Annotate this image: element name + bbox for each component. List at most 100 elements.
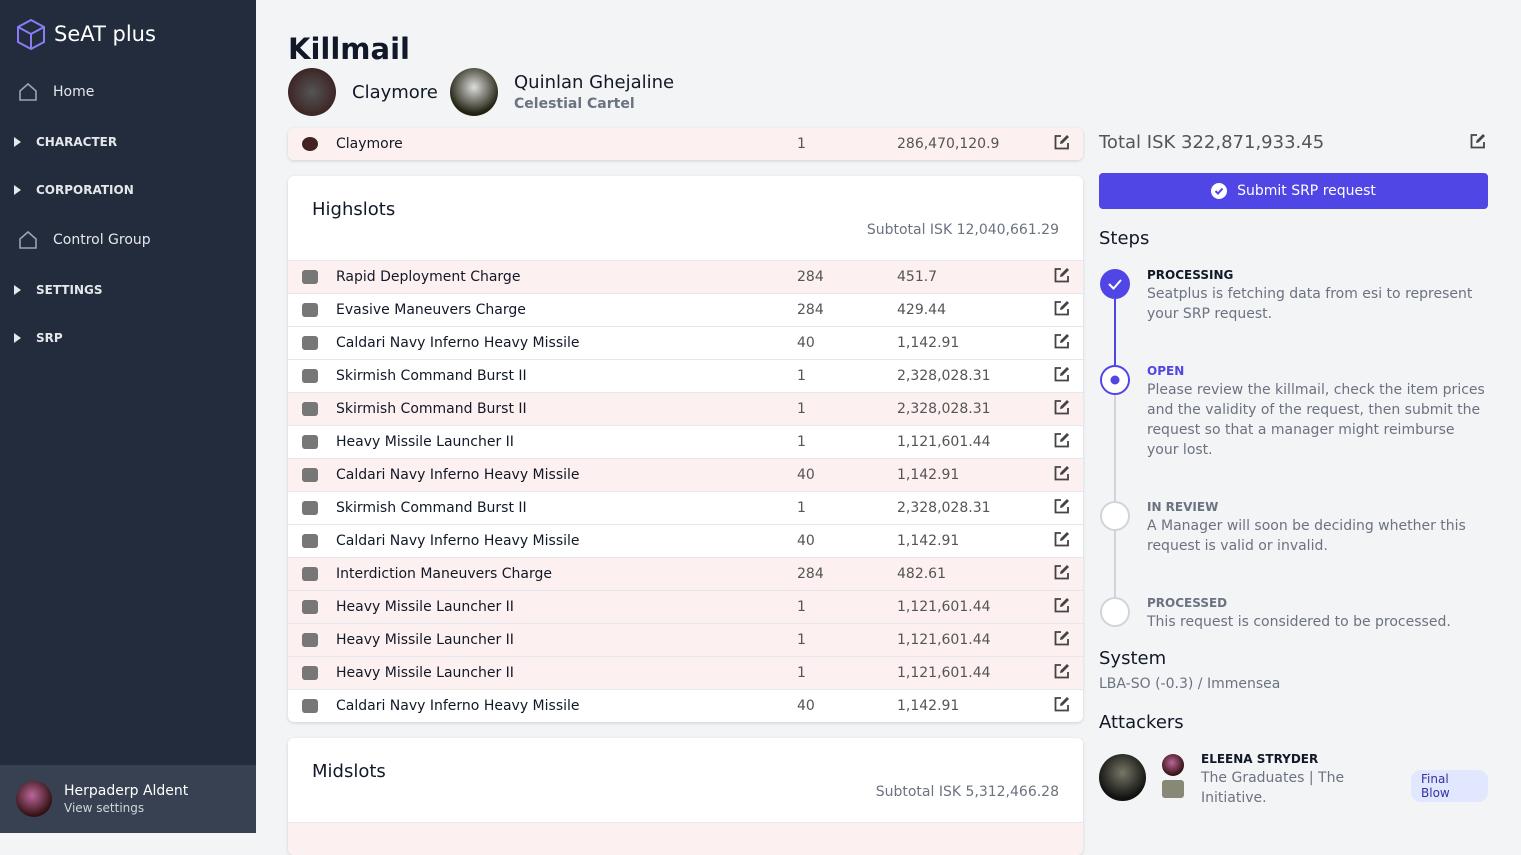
user-name: Herpaderp Aldent <box>64 783 189 799</box>
nav-item[interactable]: Control Group <box>17 230 273 250</box>
victim-name: Quinlan Ghejaline <box>514 72 675 93</box>
edit-button[interactable] <box>1053 300 1070 321</box>
item-value: 1,121,601.44 <box>897 434 991 450</box>
submit-button[interactable]: Submit SRP request <box>1099 173 1488 209</box>
edit-button[interactable] <box>1053 333 1070 354</box>
item-name: Rapid Deployment Charge <box>336 269 521 285</box>
item-value: 1,121,601.44 <box>897 665 991 681</box>
edit-button[interactable] <box>1053 663 1070 684</box>
item-value: 1,142.91 <box>897 335 960 351</box>
item-quantity: 1 <box>797 368 806 384</box>
item-row: Caldari Navy Inferno Heavy Missile 40 1,14… <box>288 458 1083 491</box>
item-quantity: 40 <box>797 467 815 483</box>
item-name: Skirmish Command Burst II <box>336 500 527 516</box>
step-title: PROCESSING <box>1147 268 1234 282</box>
nav-item[interactable]: SETTINGS <box>14 280 270 300</box>
step-title: IN REVIEW <box>1147 500 1219 514</box>
item-value: 482.61 <box>897 566 946 582</box>
nav-label: CHARACTER <box>36 135 118 149</box>
item-icon <box>302 468 318 482</box>
edit-button[interactable] <box>1053 630 1070 651</box>
victim-corporation: Celestial Cartel <box>514 96 635 112</box>
item-icon <box>302 369 318 383</box>
section-header: Midslots Subtotal ISK 5,312,466.28 <box>288 738 1083 822</box>
edit-button[interactable] <box>1053 564 1070 585</box>
edit-button[interactable] <box>1053 597 1070 618</box>
edit-icon <box>1054 134 1069 149</box>
item-row: Skirmish Command Burst II 1 2,328,028.31 <box>288 491 1083 524</box>
step-description: Please review the killmail, check the it… <box>1147 382 1485 458</box>
nav-item[interactable]: CHARACTER <box>14 132 270 152</box>
item-quantity: 1 <box>797 401 806 417</box>
attacker-ship-icon <box>1162 780 1184 798</box>
user-action: View settings <box>64 801 145 815</box>
step: OPEN Please review the killmail, check th… <box>1147 364 1487 460</box>
edit-button[interactable] <box>1053 696 1070 717</box>
edit-icon <box>1054 300 1069 315</box>
item-icon <box>302 137 318 151</box>
item-value: 2,328,028.31 <box>897 500 991 516</box>
steps-track <box>1100 269 1130 627</box>
page-title: Killmail <box>288 32 410 66</box>
item-icon <box>302 600 318 614</box>
item-quantity: 1 <box>797 599 806 615</box>
brand-name: SeAT plus <box>54 22 156 46</box>
edit-icon <box>1054 531 1069 546</box>
attacker-portrait <box>1099 754 1146 801</box>
item-name: Caldari Navy Inferno Heavy Missile <box>336 467 580 483</box>
step-description: Seatplus is fetching data from esi to re… <box>1147 286 1473 322</box>
nav-item[interactable]: CORPORATION <box>14 180 270 200</box>
edit-button[interactable] <box>1053 399 1070 420</box>
caret <box>14 137 21 147</box>
item-icon <box>302 336 318 350</box>
edit-icon <box>1054 267 1069 282</box>
system: LBA-SO (-0.3) / Immensea <box>1099 676 1281 692</box>
slot-section: Highslots Subtotal ISK 12,040,661.29 Rap… <box>288 176 1083 722</box>
item-name: Caldari Navy Inferno Heavy Missile <box>336 335 580 351</box>
item-value: 2,328,028.31 <box>897 368 991 384</box>
submit-label: Submit SRP request <box>1237 183 1376 199</box>
nav-item[interactable]: Home <box>17 82 273 102</box>
step-title: PROCESSED <box>1147 596 1228 610</box>
item-row: Heavy Missile Launcher II 1 1,121,601.44 <box>288 425 1083 458</box>
edit-button[interactable] <box>1053 432 1070 453</box>
edit-button[interactable] <box>1053 366 1070 387</box>
item-row: Skirmish Command Burst II 1 2,328,028.31 <box>288 392 1083 425</box>
nav-icon <box>19 230 37 249</box>
item-value: 1,121,601.44 <box>897 599 991 615</box>
item-row: Caldari Navy Inferno Heavy Missile 40 1,14… <box>288 326 1083 359</box>
item-row: Caldari Navy Inferno Heavy Missile 40 1,14… <box>288 524 1083 557</box>
ship-row: Claymore 1 286,470,120.9 <box>288 128 1083 160</box>
attacker-affiliation: The Graduates | The Initiative. <box>1201 770 1345 806</box>
nav-label: Home <box>53 84 95 100</box>
section-title: Midslots <box>312 761 386 782</box>
edit-button[interactable] <box>1053 531 1070 552</box>
main: Killmail Claymore Quinlan Ghejaline Cele… <box>256 0 1521 855</box>
system-heading: System <box>1099 648 1167 669</box>
edit-button[interactable] <box>1053 498 1070 519</box>
item-value: 286,470,120.9 <box>897 136 1000 152</box>
edit-icon <box>1054 399 1069 414</box>
step: PROCESSING Seatplus is fetching data from… <box>1147 268 1487 324</box>
item-value: 1,142.91 <box>897 698 960 714</box>
edit-icon <box>1054 432 1069 447</box>
item-icon <box>302 501 318 515</box>
item-name: Skirmish Command Burst II <box>336 368 527 384</box>
edit-icon <box>1054 333 1069 348</box>
edit-button[interactable] <box>1053 134 1070 155</box>
caret <box>14 185 21 195</box>
item-row: Rapid Deployment Charge 284 451.7 <box>288 260 1083 293</box>
user-menu[interactable]: Herpaderp Aldent View settings <box>0 765 256 833</box>
item-quantity: 40 <box>797 335 815 351</box>
edit-total[interactable] <box>1469 133 1486 154</box>
logo <box>17 18 45 50</box>
nav-item[interactable]: SRP <box>14 328 270 348</box>
edit-icon <box>1054 564 1069 579</box>
total: Total ISK 322,871,933.45 <box>1099 132 1325 153</box>
item-name: Heavy Missile Launcher II <box>336 599 514 615</box>
edit-button[interactable] <box>1053 465 1070 486</box>
item-icon <box>302 270 318 284</box>
edit-button[interactable] <box>1053 267 1070 288</box>
item-value: 429.44 <box>897 302 946 318</box>
item-row: Heavy Missile Launcher II 1 1,121,601.44 <box>288 623 1083 656</box>
